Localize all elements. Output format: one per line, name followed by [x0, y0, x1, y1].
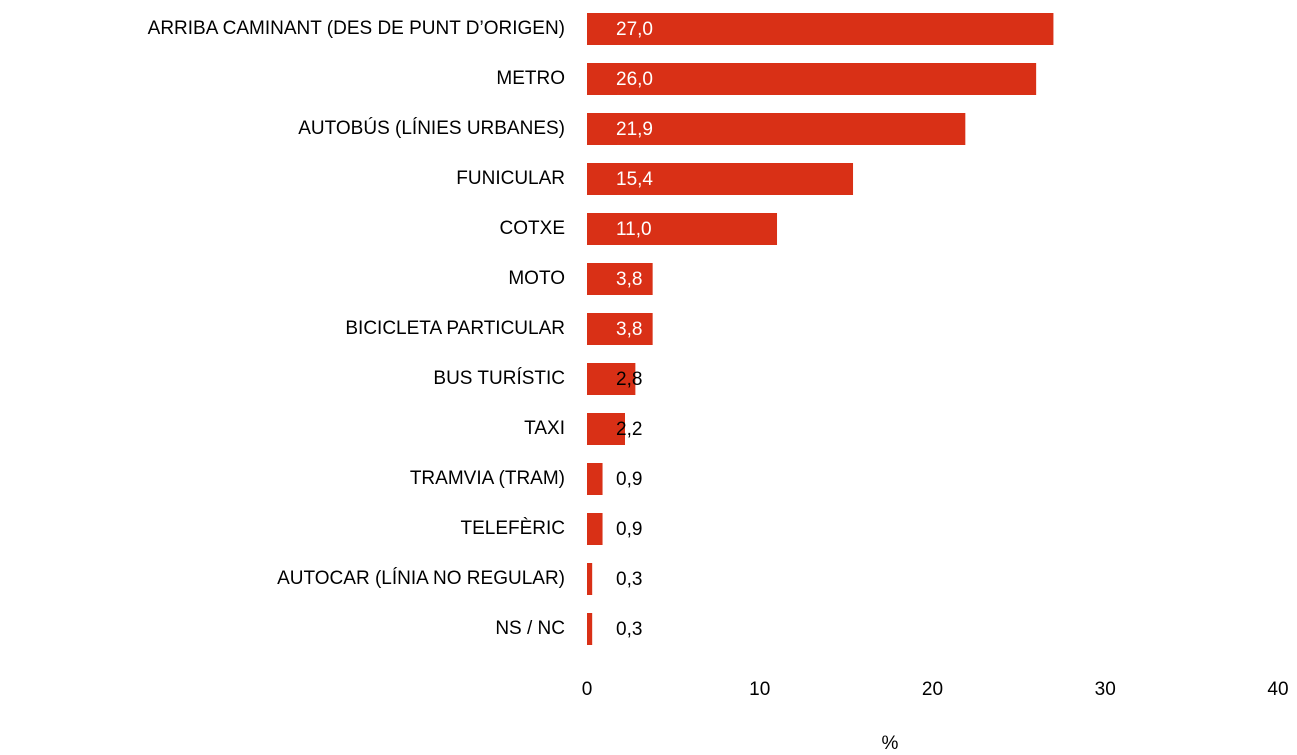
- data-label: 0,3: [616, 619, 642, 640]
- data-label: 2,2: [616, 419, 642, 440]
- bar: [587, 613, 593, 645]
- y-tick-label: METRO: [496, 68, 565, 89]
- data-label: 26,0: [616, 69, 653, 90]
- bar: [587, 163, 854, 195]
- data-label: 0,9: [616, 519, 642, 540]
- x-axis-label: %: [882, 733, 899, 754]
- y-tick-label: BUS TURÍSTIC: [433, 368, 565, 389]
- y-tick-label: BICICLETA PARTICULAR: [345, 318, 565, 339]
- x-tick-label: 0: [582, 679, 593, 700]
- data-label: 2,8: [616, 369, 642, 390]
- y-tick-label: TELEFÈRIC: [460, 518, 565, 539]
- bar: [587, 263, 653, 295]
- y-tick-label: COTXE: [500, 218, 565, 239]
- y-tick-label: TRAMVIA (TRAM): [410, 468, 565, 489]
- data-label: 11,0: [616, 219, 652, 240]
- bar: [587, 113, 966, 145]
- x-tick-label: 40: [1267, 679, 1288, 700]
- y-tick-label: AUTOBÚS (LÍNIES URBANES): [298, 117, 565, 139]
- bar: [587, 213, 778, 245]
- bar: [587, 463, 603, 495]
- bar: [587, 313, 653, 345]
- y-tick-label: TAXI: [524, 418, 565, 439]
- bar: [587, 363, 636, 395]
- y-tick-label: FUNICULAR: [456, 168, 565, 189]
- y-tick-label: ARRIBA CAMINANT (DES DE PUNT D’ORIGEN): [148, 18, 565, 39]
- data-label: 21,9: [616, 119, 653, 140]
- x-tick-label: 30: [1095, 679, 1116, 700]
- data-label: 0,9: [616, 469, 642, 490]
- bar: [587, 413, 626, 445]
- data-label: 27,0: [616, 19, 653, 40]
- data-label: 3,8: [616, 319, 642, 340]
- bar: [587, 513, 603, 545]
- x-tick-label: 10: [749, 679, 770, 700]
- bar: [587, 63, 1037, 95]
- data-label: 0,3: [616, 569, 642, 590]
- data-label: 15,4: [616, 169, 653, 190]
- bar: [587, 13, 1054, 45]
- data-label: 3,8: [616, 269, 642, 290]
- bar: [587, 563, 593, 595]
- y-tick-label: NS / NC: [495, 618, 565, 639]
- x-tick-label: 20: [922, 679, 943, 700]
- y-tick-label: MOTO: [508, 268, 565, 289]
- y-tick-label: AUTOCAR (LÍNIA NO REGULAR): [277, 568, 565, 589]
